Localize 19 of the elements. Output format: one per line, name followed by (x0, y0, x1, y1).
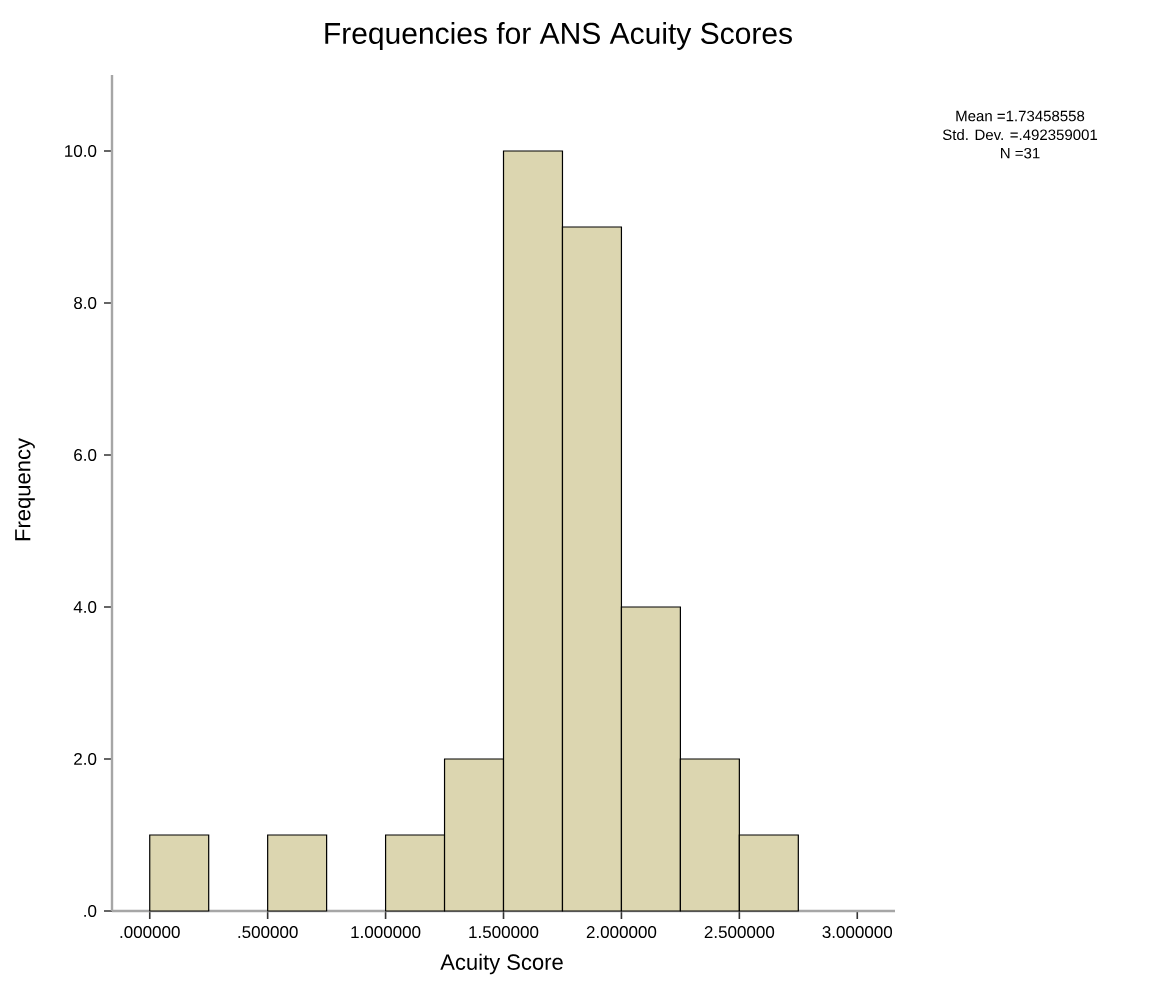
x-tick-label: 1.500000 (469, 926, 539, 939)
y-tick-label: 10.0 (65, 144, 97, 157)
text: Std. Dev. =.492359001 (942, 129, 1098, 141)
y-tick-label: 4.0 (73, 600, 97, 614)
x-tick-label: 3.000000 (822, 926, 893, 939)
y-tick-label: 8.0 (74, 296, 97, 309)
y-tick-label: .0 (84, 905, 97, 918)
y-axis-title: Frequency (15, 438, 35, 541)
x-axis-title: Acuity Score (440, 953, 563, 975)
y-tick-label: 2.0 (74, 752, 97, 766)
x-tick-label: 2.500000 (704, 926, 775, 939)
x-tick-label: .000000 (120, 926, 180, 939)
y-tick-label: 6.0 (74, 448, 97, 462)
x-tick-label: 1.000000 (351, 926, 421, 939)
text: N =31 (1001, 147, 1040, 159)
text: Mean =1.73458558 (956, 110, 1085, 122)
chart-title: Frequencies for ANS Acuity Scores (325, 22, 792, 50)
x-tick-label: 2.000000 (586, 926, 657, 939)
x-tick-label: .500000 (238, 926, 298, 939)
